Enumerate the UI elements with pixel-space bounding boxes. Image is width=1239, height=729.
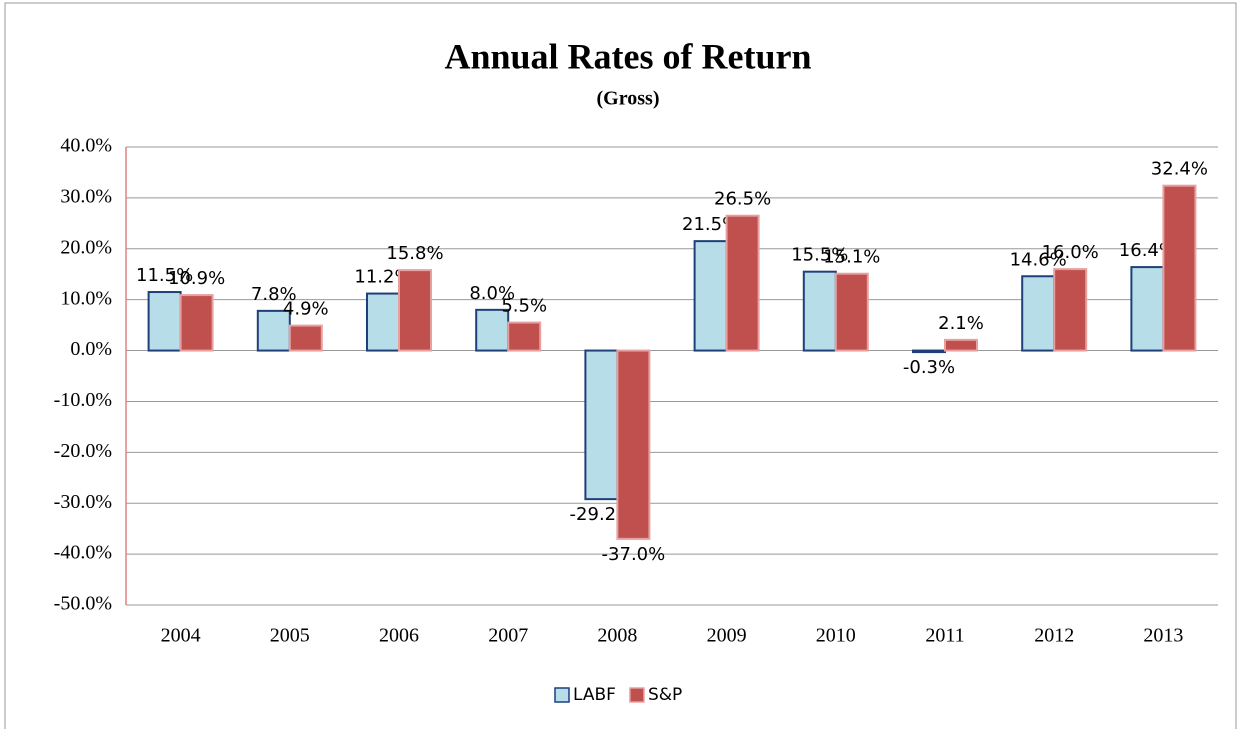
x-tick-label: 2012	[1034, 625, 1074, 647]
y-tick-label: -50.0%	[54, 593, 112, 615]
legend-label: LABF	[573, 685, 616, 705]
bar	[802, 270, 837, 352]
legend-label: S&P	[648, 685, 682, 705]
data-label: 11.5%	[136, 265, 193, 286]
x-tick-label: 2008	[597, 625, 637, 647]
x-tick-label: 2010	[816, 625, 856, 647]
y-tick-label: 30.0%	[60, 185, 112, 207]
y-tick-label: 0.0%	[70, 338, 112, 360]
chart-title: Annual Rates of Return	[444, 36, 811, 76]
bar	[584, 349, 619, 501]
bar	[366, 292, 400, 352]
data-label: 16.0%	[1042, 242, 1099, 263]
bar	[944, 338, 978, 352]
legend-swatch	[554, 687, 570, 703]
data-label: 14.6%	[1010, 249, 1067, 270]
bar	[834, 272, 869, 352]
bar	[507, 321, 542, 352]
x-tick-label: 2006	[379, 625, 419, 647]
x-tick-label: 2007	[488, 625, 528, 647]
chart-border	[4, 2, 1237, 729]
data-label: 32.4%	[1151, 159, 1208, 180]
x-tick-label: 2013	[1143, 625, 1183, 647]
y-tick-label: -40.0%	[54, 542, 112, 564]
bar	[147, 291, 182, 352]
x-tick-label: 2011	[925, 625, 964, 647]
data-label: 26.5%	[714, 189, 771, 210]
x-tick-label: 2004	[161, 625, 201, 647]
data-label: 4.9%	[283, 299, 329, 320]
y-tick-label: -30.0%	[54, 491, 112, 513]
y-tick-label: 40.0%	[60, 135, 112, 157]
bar	[1053, 268, 1088, 352]
y-tick-label: -20.0%	[54, 440, 112, 462]
data-label: 2.1%	[938, 313, 984, 334]
bar	[179, 294, 214, 352]
y-tick-label: 20.0%	[60, 236, 112, 258]
bar	[912, 349, 946, 354]
bar	[1162, 184, 1197, 352]
bar	[288, 324, 323, 352]
data-label: 5.5%	[501, 296, 547, 317]
data-label: 15.1%	[823, 247, 880, 268]
data-label: -0.3%	[903, 357, 955, 378]
bar	[693, 240, 728, 352]
y-tick-label: 10.0%	[60, 287, 112, 309]
data-label: 16.4%	[1119, 240, 1176, 261]
data-label: 10.9%	[168, 268, 225, 289]
x-tick-label: 2009	[707, 625, 747, 647]
data-label: 7.8%	[251, 284, 297, 305]
legend-swatch	[629, 687, 645, 703]
y-tick-label: -10.0%	[54, 389, 112, 411]
data-label: 15.5%	[791, 245, 848, 266]
data-label: 21.5%	[682, 214, 739, 235]
bar	[616, 349, 651, 540]
bar	[1130, 266, 1165, 352]
chart-subtitle: (Gross)	[597, 88, 660, 110]
data-label: 8.0%	[469, 283, 515, 304]
x-tick-label: 2005	[270, 625, 310, 647]
bar	[256, 309, 291, 352]
bar	[725, 214, 760, 352]
data-label: 11.2%	[354, 267, 411, 288]
data-label: 15.8%	[386, 243, 443, 264]
bar	[1021, 275, 1056, 352]
bar	[398, 269, 432, 352]
data-label: -37.0%	[602, 544, 666, 565]
